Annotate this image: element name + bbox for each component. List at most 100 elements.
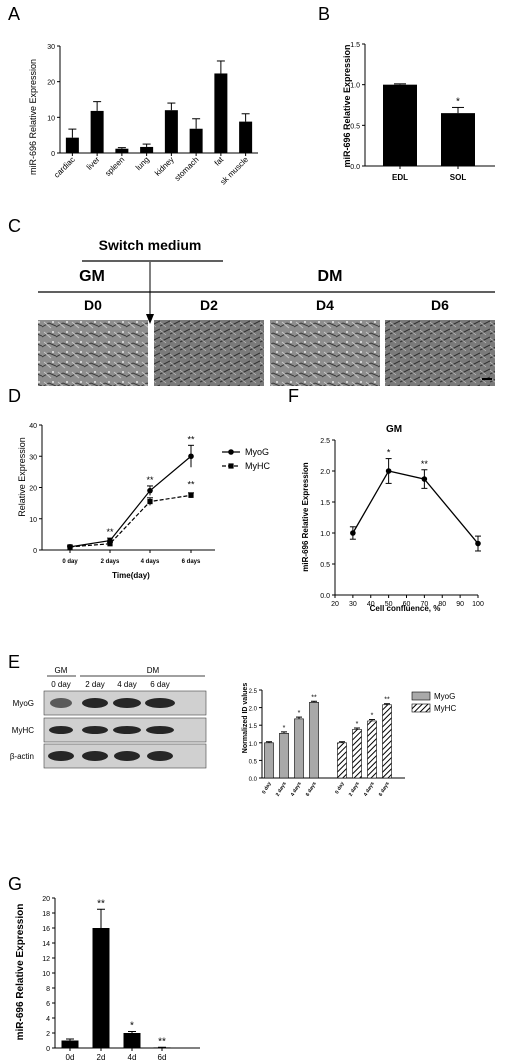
y-tick-label: 18 (42, 911, 50, 918)
blot-band (82, 698, 108, 708)
blot-band (147, 751, 173, 761)
chart-title: GM (386, 424, 402, 435)
blot-row-label: MyHC (12, 726, 34, 735)
y-tick-label: 10 (42, 971, 50, 978)
significance-marker: ** (158, 1036, 166, 1047)
x-tick-label: SOL (450, 173, 467, 182)
significance-marker: * (298, 710, 301, 717)
y-tick-label: 4 (46, 1016, 50, 1023)
legend-label: MyoG (245, 447, 269, 457)
y-tick-label: 2.0 (249, 707, 258, 713)
bar (352, 729, 362, 779)
bar (123, 1033, 141, 1048)
bar (441, 113, 475, 166)
x-tick-label: 0d (66, 1053, 75, 1062)
x-tick-label: EDL (392, 173, 408, 182)
blot-band (82, 726, 108, 734)
y-tick-label: 0 (33, 548, 37, 555)
data-point (188, 453, 194, 460)
day-label: D2 (200, 297, 218, 313)
day-label: D0 (84, 297, 102, 313)
x-tick-label: 0 day (334, 781, 346, 795)
x-tick-label: 6 days (182, 559, 201, 565)
data-point (147, 487, 153, 494)
x-tick-label: 2 days (275, 781, 288, 798)
y-tick-label: 10 (47, 115, 55, 122)
blot-band (82, 751, 108, 761)
significance-marker: ** (106, 527, 114, 537)
significance-marker: * (387, 448, 391, 458)
x-tick-label: liver (85, 155, 102, 172)
bar (189, 128, 203, 153)
y-tick-label: 0 (51, 151, 55, 158)
y-tick-label: 40 (29, 423, 37, 430)
chart-d: Relative Expression Time(day) 0 10 20 30 40 0… (17, 423, 270, 580)
bar (239, 121, 253, 153)
x-tick-label: 4d (128, 1053, 137, 1062)
panel-label-f: F (288, 386, 299, 406)
x-tick-label: 6 days (305, 781, 318, 798)
day-label: D4 (316, 297, 334, 313)
y-tick-label: 1.0 (249, 742, 258, 748)
data-point (147, 498, 153, 505)
bar (140, 146, 154, 153)
x-tick-label: 90 (456, 601, 464, 608)
x-tick-label: 30 (349, 601, 357, 608)
bar (65, 137, 79, 153)
data-point (350, 530, 356, 536)
bar (383, 84, 417, 166)
x-tick-label: cardiac (52, 155, 77, 180)
y-axis-label: miR-696 Relative Expression (301, 462, 310, 571)
data-point (188, 492, 194, 498)
x-tick-label: 2 days (101, 559, 120, 565)
legend-label: MyHC (434, 704, 456, 713)
blot-gm-label: GM (55, 666, 68, 675)
y-axis-label: miR-696 Relative Expression (15, 904, 26, 1041)
bar (382, 704, 392, 779)
western-blot: GM DM 0 day 2 day 4 day 6 day MyoG MyHC β-act… (10, 666, 207, 769)
lane-label: 2 day (85, 680, 105, 689)
chart-a: miR-696 Relative Expression 0 10 20 30 card… (28, 44, 258, 187)
bar (264, 742, 274, 779)
bar (164, 110, 178, 153)
legend-marker (228, 449, 234, 455)
bar (294, 718, 304, 779)
y-tick-label: 2.5 (320, 438, 330, 445)
y-tick-label: 20 (29, 486, 37, 493)
panel-label-d: D (8, 386, 21, 406)
y-tick-label: 1.5 (320, 500, 330, 507)
x-axis-label: Time(day) (112, 571, 150, 580)
legend-swatch (411, 703, 431, 713)
x-tick-label: 4 days (363, 781, 376, 798)
data-point (421, 476, 428, 482)
x-tick-label: 4 days (290, 781, 303, 798)
significance-marker: ** (187, 479, 195, 489)
y-tick-label: 0.0 (249, 777, 258, 783)
lane-label: 4 day (117, 680, 137, 689)
y-tick-label: 0.5 (249, 759, 258, 765)
x-tick-label: 50 (385, 601, 393, 608)
data-point (385, 468, 392, 474)
data-point (107, 541, 113, 547)
x-tick-label: 6 days (378, 781, 391, 798)
x-tick-label: 60 (403, 601, 411, 608)
y-tick-label: 1.5 (350, 42, 360, 49)
blot-band (146, 726, 174, 734)
x-tick-label: 100 (472, 601, 484, 608)
significance-marker: ** (421, 459, 429, 469)
series-line (69, 455, 192, 548)
y-tick-label: 16 (42, 926, 50, 933)
panel-label-e: E (8, 652, 20, 672)
bar (279, 732, 289, 779)
cell-micrograph (385, 320, 495, 386)
chart-g: miR-696 Relative Expression 0 2 4 6 8 10 12 14 1… (15, 896, 200, 1062)
significance-marker: * (356, 721, 359, 728)
y-tick-label: 2 (46, 1031, 50, 1038)
x-tick-label: 20 (331, 601, 339, 608)
blot-band (113, 726, 141, 734)
y-axis-label: miR-696 Relative Expression (342, 44, 352, 167)
bar (367, 720, 377, 779)
x-tick-label: 4 days (141, 559, 160, 565)
significance-marker: * (283, 725, 286, 732)
